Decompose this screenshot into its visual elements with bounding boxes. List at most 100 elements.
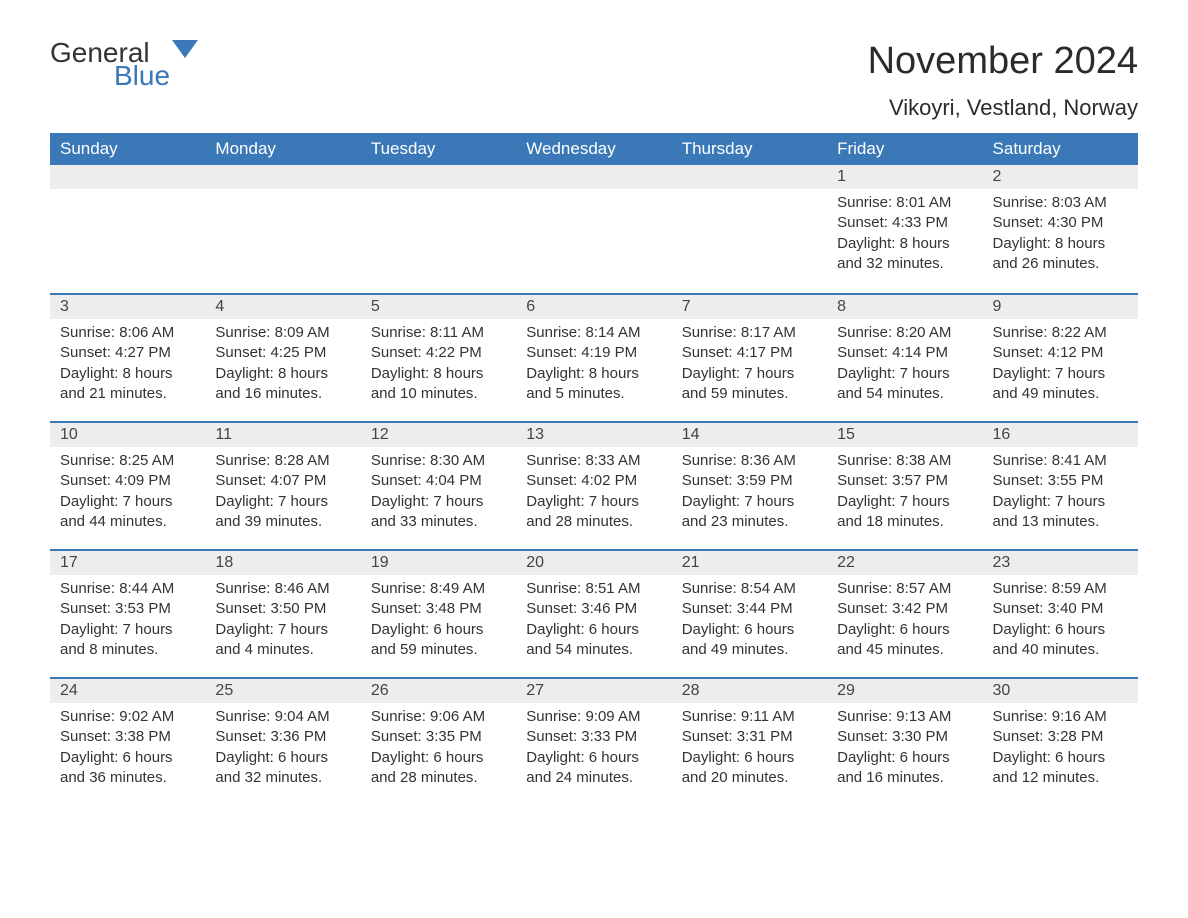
sunset-line: Sunset: 4:22 PM <box>371 343 506 363</box>
day-number: 11 <box>205 421 360 447</box>
day-cell: 12 Sunrise: 8:30 AMSunset: 4:04 PMDayligh… <box>361 421 516 549</box>
logo: General Blue <box>50 40 198 89</box>
daylight-line: Daylight: 8 hours and 26 minutes. <box>993 234 1128 275</box>
day-number: 27 <box>516 677 671 703</box>
day-number <box>50 165 205 189</box>
sunset-line: Sunset: 3:36 PM <box>215 727 350 747</box>
daylight-line: Daylight: 7 hours and 4 minutes. <box>215 620 350 661</box>
sunset-line: Sunset: 4:30 PM <box>993 213 1128 233</box>
sunrise-line: Sunrise: 8:49 AM <box>371 579 506 599</box>
sunrise-line: Sunrise: 8:57 AM <box>837 579 972 599</box>
day-cell: 14Sunrise: 8:36 AMSunset: 3:59 PMDayligh… <box>672 421 827 549</box>
logo-flag-icon <box>172 40 198 62</box>
weeks-container: 1Sunrise: 8:01 AMSunset: 4:33 PMDaylight… <box>50 165 1138 805</box>
sunset-line: Sunset: 3:35 PM <box>371 727 506 747</box>
day-number: 4 <box>205 293 360 319</box>
day-number: 23 <box>983 549 1138 575</box>
day-cell: 3Sunrise: 8:06 AMSunset: 4:27 PMDaylight… <box>50 293 205 421</box>
daylight-line: Daylight: 8 hours and 5 minutes. <box>526 364 661 405</box>
sunset-line: Sunset: 3:55 PM <box>993 471 1128 491</box>
sunrise-line: Sunrise: 8:44 AM <box>60 579 195 599</box>
sunrise-line: Sunrise: 8:09 AM <box>215 323 350 343</box>
day-body: Sunrise: 8:20 AMSunset: 4:14 PMDaylight:… <box>827 319 982 404</box>
sunrise-line: Sunrise: 8:41 AM <box>993 451 1128 471</box>
day-cell: 13Sunrise: 8:33 AMSunset: 4:02 PMDayligh… <box>516 421 671 549</box>
day-body: Sunrise: 8:11 AMSunset: 4:22 PMDaylight:… <box>361 319 516 404</box>
day-cell: 6Sunrise: 8:14 AMSunset: 4:19 PMDaylight… <box>516 293 671 421</box>
week-row: 10Sunrise: 8:25 AMSunset: 4:09 PMDayligh… <box>50 421 1138 549</box>
day-cell: 26Sunrise: 9:06 AMSunset: 3:35 PMDayligh… <box>361 677 516 805</box>
day-body: Sunrise: 8:49 AMSunset: 3:48 PMDaylight:… <box>361 575 516 660</box>
day-body: Sunrise: 8:44 AMSunset: 3:53 PMDaylight:… <box>50 575 205 660</box>
day-cell: 16Sunrise: 8:41 AMSunset: 3:55 PMDayligh… <box>983 421 1138 549</box>
sunset-line: Sunset: 3:59 PM <box>682 471 817 491</box>
day-number: 20 <box>516 549 671 575</box>
day-cell: 15Sunrise: 8:38 AMSunset: 3:57 PMDayligh… <box>827 421 982 549</box>
day-number: 18 <box>205 549 360 575</box>
day-cell <box>205 165 360 293</box>
day-number <box>205 165 360 189</box>
day-number: 14 <box>672 421 827 447</box>
day-cell: 21Sunrise: 8:54 AMSunset: 3:44 PMDayligh… <box>672 549 827 677</box>
day-body: Sunrise: 8:01 AMSunset: 4:33 PMDaylight:… <box>827 189 982 274</box>
day-body: Sunrise: 8:59 AMSunset: 3:40 PMDaylight:… <box>983 575 1138 660</box>
day-number <box>516 165 671 189</box>
sunset-line: Sunset: 4:04 PM <box>371 471 506 491</box>
daylight-line: Daylight: 6 hours and 54 minutes. <box>526 620 661 661</box>
dow-cell: Thursday <box>672 133 827 165</box>
day-cell: 18Sunrise: 8:46 AMSunset: 3:50 PMDayligh… <box>205 549 360 677</box>
day-body: Sunrise: 8:51 AMSunset: 3:46 PMDaylight:… <box>516 575 671 660</box>
daylight-line: Daylight: 6 hours and 16 minutes. <box>837 748 972 789</box>
week-row: 3Sunrise: 8:06 AMSunset: 4:27 PMDaylight… <box>50 293 1138 421</box>
sunrise-line: Sunrise: 9:04 AM <box>215 707 350 727</box>
daylight-line: Daylight: 6 hours and 32 minutes. <box>215 748 350 789</box>
sunrise-line: Sunrise: 8:36 AM <box>682 451 817 471</box>
sunrise-line: Sunrise: 8:20 AM <box>837 323 972 343</box>
sunset-line: Sunset: 4:02 PM <box>526 471 661 491</box>
day-cell: 7Sunrise: 8:17 AMSunset: 4:17 PMDaylight… <box>672 293 827 421</box>
day-cell: 19Sunrise: 8:49 AMSunset: 3:48 PMDayligh… <box>361 549 516 677</box>
sunset-line: Sunset: 4:07 PM <box>215 471 350 491</box>
day-body: Sunrise: 8:28 AMSunset: 4:07 PMDaylight:… <box>205 447 360 532</box>
sunset-line: Sunset: 4:17 PM <box>682 343 817 363</box>
sunset-line: Sunset: 3:44 PM <box>682 599 817 619</box>
sunset-line: Sunset: 4:27 PM <box>60 343 195 363</box>
day-cell: 28Sunrise: 9:11 AMSunset: 3:31 PMDayligh… <box>672 677 827 805</box>
day-body: Sunrise: 8:54 AMSunset: 3:44 PMDaylight:… <box>672 575 827 660</box>
sunrise-line: Sunrise: 8:30 AM <box>371 451 506 471</box>
daylight-line: Daylight: 6 hours and 12 minutes. <box>993 748 1128 789</box>
day-body: Sunrise: 8:38 AMSunset: 3:57 PMDaylight:… <box>827 447 982 532</box>
dow-cell: Saturday <box>983 133 1138 165</box>
sunset-line: Sunset: 4:09 PM <box>60 471 195 491</box>
sunset-line: Sunset: 4:14 PM <box>837 343 972 363</box>
day-cell: 9Sunrise: 8:22 AMSunset: 4:12 PMDaylight… <box>983 293 1138 421</box>
daylight-line: Daylight: 7 hours and 8 minutes. <box>60 620 195 661</box>
daylight-line: Daylight: 6 hours and 36 minutes. <box>60 748 195 789</box>
sunset-line: Sunset: 3:48 PM <box>371 599 506 619</box>
day-body: Sunrise: 9:06 AMSunset: 3:35 PMDaylight:… <box>361 703 516 788</box>
daylight-line: Daylight: 7 hours and 33 minutes. <box>371 492 506 533</box>
daylight-line: Daylight: 7 hours and 18 minutes. <box>837 492 972 533</box>
sunrise-line: Sunrise: 9:02 AM <box>60 707 195 727</box>
day-body: Sunrise: 8:57 AMSunset: 3:42 PMDaylight:… <box>827 575 982 660</box>
daylight-line: Daylight: 8 hours and 10 minutes. <box>371 364 506 405</box>
sunrise-line: Sunrise: 8:54 AM <box>682 579 817 599</box>
day-body: Sunrise: 8:03 AMSunset: 4:30 PMDaylight:… <box>983 189 1138 274</box>
day-cell: 20Sunrise: 8:51 AMSunset: 3:46 PMDayligh… <box>516 549 671 677</box>
day-body: Sunrise: 8:14 AMSunset: 4:19 PMDaylight:… <box>516 319 671 404</box>
day-number: 2 <box>983 165 1138 189</box>
day-number: 15 <box>827 421 982 447</box>
daylight-line: Daylight: 8 hours and 21 minutes. <box>60 364 195 405</box>
day-number: 12 <box>361 421 516 447</box>
sunrise-line: Sunrise: 8:51 AM <box>526 579 661 599</box>
week-row: 1Sunrise: 8:01 AMSunset: 4:33 PMDaylight… <box>50 165 1138 293</box>
sunset-line: Sunset: 3:28 PM <box>993 727 1128 747</box>
sunrise-line: Sunrise: 9:09 AM <box>526 707 661 727</box>
sunset-line: Sunset: 3:30 PM <box>837 727 972 747</box>
day-cell <box>50 165 205 293</box>
day-cell: 25Sunrise: 9:04 AMSunset: 3:36 PMDayligh… <box>205 677 360 805</box>
sunrise-line: Sunrise: 8:33 AM <box>526 451 661 471</box>
daylight-line: Daylight: 7 hours and 44 minutes. <box>60 492 195 533</box>
daylight-line: Daylight: 7 hours and 49 minutes. <box>993 364 1128 405</box>
day-number <box>672 165 827 189</box>
